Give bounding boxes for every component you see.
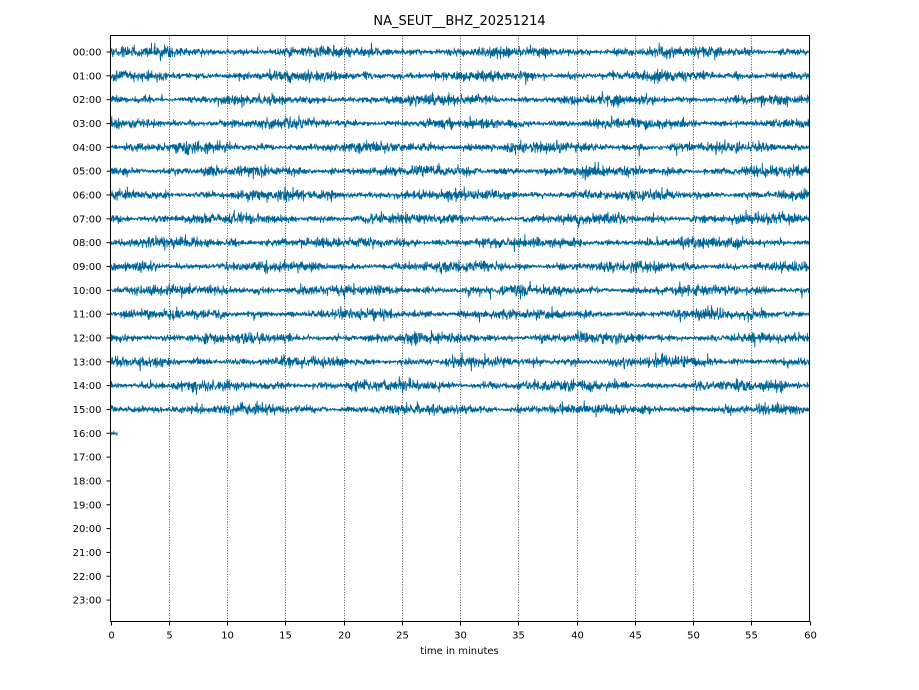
y-tick-label: 15:00 — [73, 405, 102, 416]
y-tick-label: 07:00 — [73, 214, 102, 225]
y-tick-label: 18:00 — [73, 476, 102, 487]
x-tick-label: 5 — [166, 631, 172, 642]
trace-1400 — [110, 376, 810, 396]
y-tick-label: 14:00 — [73, 381, 102, 392]
x-axis-label: time in minutes — [420, 646, 499, 657]
trace-1100 — [110, 305, 810, 323]
y-tick-label: 01:00 — [73, 71, 102, 82]
trace-0900 — [110, 259, 810, 275]
y-tick-label: 00:00 — [73, 48, 102, 59]
y-tick-label: 23:00 — [73, 596, 102, 607]
y-tick-label: 12:00 — [73, 333, 102, 344]
y-tick-label: 02:00 — [73, 95, 102, 106]
y-tick-label: 19:00 — [73, 500, 102, 511]
trace-0700 — [110, 209, 810, 229]
x-tick-label: 45 — [629, 631, 642, 642]
y-tick-label: 21:00 — [73, 548, 102, 559]
x-tick-label: 35 — [512, 631, 525, 642]
x-tick-label: 15 — [279, 631, 292, 642]
trace-layer — [110, 42, 810, 436]
y-tick-label: 13:00 — [73, 357, 102, 368]
y-tick-label: 10:00 — [73, 286, 102, 297]
trace-1500 — [110, 400, 810, 418]
trace-0800 — [110, 233, 810, 253]
trace-1300 — [110, 352, 810, 372]
trace-1600 — [110, 431, 118, 436]
y-tick-label: 17:00 — [73, 453, 102, 464]
x-tick-label: 30 — [454, 631, 467, 642]
y-tick-label: 08:00 — [73, 238, 102, 249]
trace-1000 — [110, 280, 810, 300]
y-tick-label: 09:00 — [73, 262, 102, 273]
y-tick-label: 22:00 — [73, 572, 102, 583]
trace-0100 — [110, 68, 810, 86]
y-tick-label: 05:00 — [73, 167, 102, 178]
y-tick-label: 04:00 — [73, 143, 102, 154]
y-axis: 00:00 01:00 02:00 03:00 04:00 05:00 06:00 07:00… — [73, 48, 111, 607]
trace-1200 — [110, 330, 810, 348]
trace-0000 — [110, 42, 810, 62]
x-tick-label: 50 — [687, 631, 700, 642]
y-tick-label: 03:00 — [73, 119, 102, 130]
y-tick-label: 16:00 — [73, 429, 102, 440]
trace-0200 — [110, 90, 810, 108]
x-tick-label: 60 — [804, 631, 817, 642]
x-tick-label: 40 — [571, 631, 584, 642]
chart-title: NA_SEUT__BHZ_20251214 — [373, 14, 545, 29]
y-tick-label: 20:00 — [73, 524, 102, 535]
y-tick-label: 06:00 — [73, 190, 102, 201]
trace-0300 — [110, 115, 810, 131]
x-tick-label: 10 — [221, 631, 234, 642]
y-tick-label: 11:00 — [73, 310, 102, 321]
x-tick-label: 20 — [338, 631, 351, 642]
x-tick-label: 25 — [396, 631, 409, 642]
x-tick-label: 55 — [745, 631, 758, 642]
trace-0600 — [110, 186, 810, 204]
trace-0500 — [110, 161, 810, 181]
trace-0400 — [110, 139, 810, 157]
x-tick-label: 0 — [108, 631, 114, 642]
x-axis: 0 5 10 15 20 25 30 35 40 45 50 55 60 — [108, 621, 817, 642]
